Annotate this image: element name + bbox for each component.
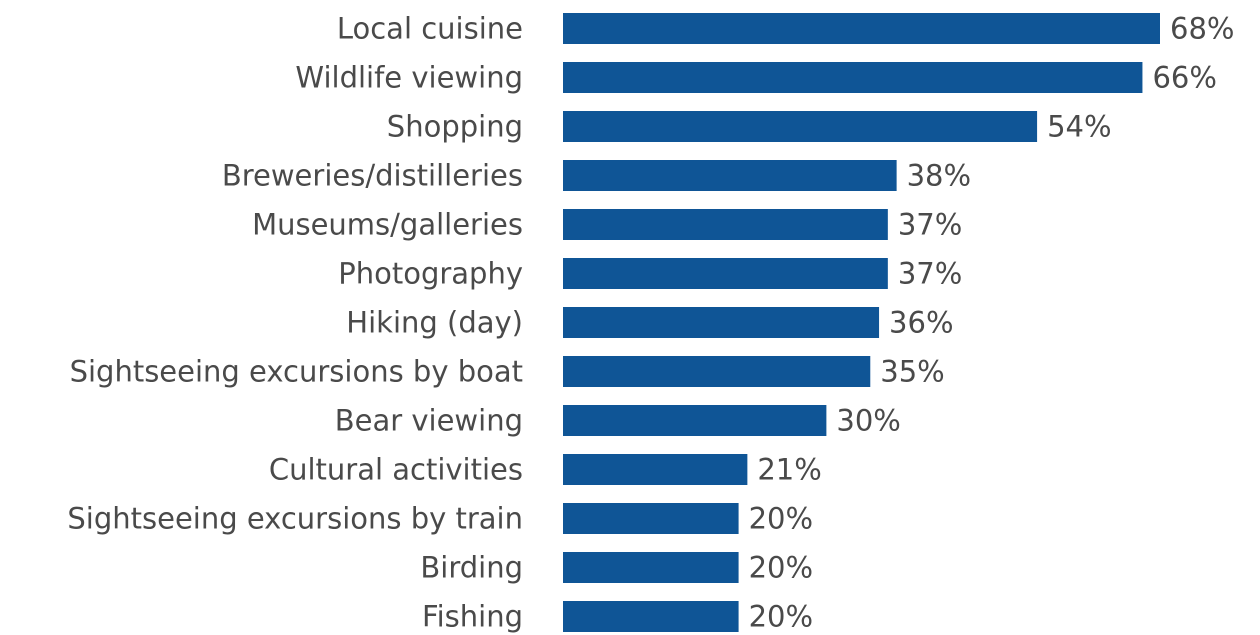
value-labels: 68% 66% 54% 38% 37% 37% 36% 35% 30% 21% 20% 20% 20% [749, 12, 1235, 634]
value-label: 35% [880, 355, 944, 389]
bar [563, 307, 880, 338]
category-label: Museums/galleries [252, 208, 523, 242]
bar [563, 209, 888, 240]
bar [563, 356, 871, 387]
bars [563, 13, 1160, 632]
value-label: 38% [907, 159, 971, 193]
category-label: Shopping [387, 110, 523, 144]
category-label: Sightseeing excursions by boat [70, 355, 523, 389]
bar [563, 160, 897, 191]
value-label: 68% [1170, 12, 1234, 46]
category-label: Cultural activities [269, 453, 523, 487]
bar [563, 405, 827, 436]
bar [563, 503, 739, 534]
value-label: 37% [898, 208, 962, 242]
value-label: 20% [749, 502, 813, 536]
category-label: Fishing [422, 600, 523, 634]
bar [563, 111, 1038, 142]
value-label: 36% [889, 306, 953, 340]
value-label: 37% [898, 257, 962, 291]
bar [563, 601, 739, 632]
category-labels: Local cuisine Wildlife viewing Shopping Bre… [67, 12, 523, 634]
value-label: 20% [749, 551, 813, 585]
bar [563, 62, 1143, 93]
category-label: Sightseeing excursions by train [67, 502, 523, 536]
value-label: 20% [749, 600, 813, 634]
bar [563, 552, 739, 583]
category-label: Hiking (day) [346, 306, 523, 340]
category-label: Birding [420, 551, 523, 585]
value-label: 54% [1047, 110, 1111, 144]
category-label: Wildlife viewing [295, 61, 523, 95]
bar [563, 258, 888, 289]
bar [563, 454, 748, 485]
category-label: Breweries/distilleries [222, 159, 523, 193]
value-label: 21% [757, 453, 821, 487]
category-label: Local cuisine [337, 12, 523, 46]
category-label: Bear viewing [335, 404, 523, 438]
category-label: Photography [338, 257, 523, 291]
value-label: 66% [1152, 61, 1216, 95]
bar [563, 13, 1160, 44]
value-label: 30% [836, 404, 900, 438]
